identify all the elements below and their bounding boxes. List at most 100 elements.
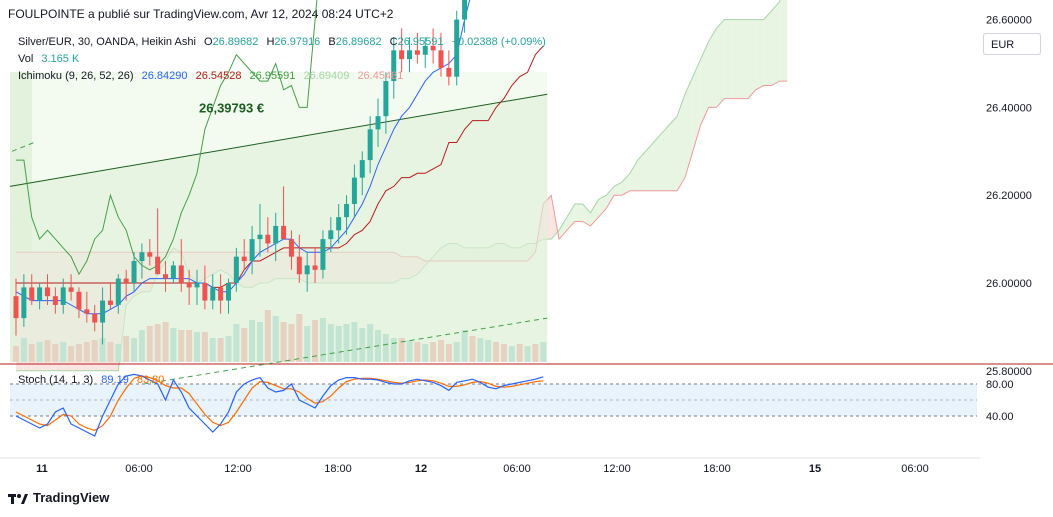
legend-ichimoku-tenkan: 26.84290 (141, 70, 188, 82)
stoch-k-line (15, 373, 544, 437)
candle-body (233, 256, 239, 283)
candle-body (52, 296, 58, 305)
annotation-label: 26,39793 € (199, 100, 264, 115)
currency-button[interactable]: EUR (983, 33, 1041, 55)
candle-body (407, 50, 412, 60)
legend-stoch-d: 83.80 (136, 374, 165, 386)
publish-text: FOULPOINTE a publié sur TradingView.com,… (8, 7, 394, 21)
price-tick-label: 26.20000 (986, 190, 1032, 202)
candle-body (359, 160, 365, 178)
trend-line-upper (9, 93, 548, 187)
candle-body (29, 287, 35, 301)
cloud-segment (716, 19, 725, 108)
cloud-segment (700, 41, 709, 125)
candle-body (273, 225, 279, 244)
candle-body (344, 203, 350, 218)
cloud-segment (661, 124, 670, 191)
cloud-segment (606, 186, 615, 209)
legend-ichimoku-span-a: 26.69409 (303, 70, 350, 82)
cloud-segment (645, 142, 654, 191)
cloud-segment (755, 19, 764, 90)
candle-body (147, 252, 153, 257)
time-tick-label: 12:00 (603, 463, 631, 475)
candles (13, 0, 468, 345)
candle-body (115, 278, 121, 305)
legend-ichimoku-label: Ichimoku (9, 26, 52, 26) (18, 70, 134, 82)
candle-body (194, 283, 200, 288)
cloud-segment (724, 19, 733, 99)
candle-body (462, 0, 468, 20)
candle-body (383, 81, 389, 117)
cloud-segment (669, 116, 678, 191)
legend-stoch-k: 89.19 (101, 374, 129, 386)
candle-body (76, 291, 82, 310)
candle-body (454, 19, 460, 77)
chikou-line (16, 0, 318, 276)
candle-body (186, 283, 192, 288)
candle-body (21, 287, 27, 319)
legend-ichimoku-span-b: 26.45481 (357, 70, 404, 82)
candle-body (178, 265, 184, 283)
candle-body (375, 116, 381, 130)
candle-body (131, 261, 137, 283)
candle-body (92, 313, 98, 323)
legend-ichimoku-row: Ichimoku (9, 26, 52, 26) 26.84290 26.545… (18, 70, 408, 82)
stochastic-pane (10, 373, 977, 437)
candle-body (296, 256, 302, 275)
cloud-segment (621, 173, 630, 196)
candle-body (288, 239, 294, 257)
time-tick-label: 15 (809, 463, 821, 475)
legend-b-value: 26.89682 (335, 36, 382, 48)
legend-c-value: 26.95591 (397, 36, 444, 48)
price-tick-label: 25.80000 (986, 366, 1032, 378)
candle-body (257, 234, 263, 240)
time-tick-label: 11 (36, 463, 48, 475)
candle-body (265, 234, 271, 244)
legend-o-label: O (203, 36, 213, 48)
trend-channel-fill (10, 94, 548, 362)
cloud-segment (677, 94, 685, 191)
stoch-tick-label: 40.00 (986, 411, 1014, 423)
footer-brand: TradingView (33, 490, 110, 505)
tradingview-footer[interactable]: TradingView (8, 490, 109, 510)
stoch-d-line (15, 375, 544, 432)
candle-body (312, 265, 318, 270)
candle-body (367, 129, 373, 161)
candle-body (218, 287, 224, 301)
cloud-segment (771, 2, 780, 86)
trend-line-lower-left (11, 142, 35, 152)
candle-body (399, 50, 405, 60)
candle-body (60, 287, 66, 305)
candle-body (170, 265, 176, 279)
tradingview-logo-icon (8, 493, 28, 504)
price-tick-label: 26.40000 (986, 102, 1032, 114)
cloud-segment (779, 0, 788, 82)
legend-vol-label: Vol (18, 53, 34, 65)
time-tick-label: 18:00 (324, 463, 352, 475)
candle-body (328, 230, 334, 240)
candle-body (107, 300, 113, 305)
candle-body (351, 177, 357, 204)
axes: 26.8000026.6000026.4000026.2000026.00000… (36, 15, 1032, 475)
candle-body (422, 45, 428, 55)
legend-ichimoku-chikou: 26.95591 (249, 70, 296, 82)
legend-h-label: H (266, 36, 275, 48)
time-tick-label: 18:00 (703, 463, 731, 475)
cloud-segment (582, 203, 591, 226)
cloud-segment (684, 76, 693, 178)
legend-change: +0.02388 (+0.09%) (451, 36, 546, 48)
cloud-segment (574, 203, 583, 222)
candle-body (241, 256, 247, 262)
candle-body (210, 287, 216, 301)
publish-header: FOULPOINTE a publié sur TradingView.com,… (0, 0, 1053, 28)
candle-body (13, 296, 19, 319)
cloud-segment (598, 195, 607, 218)
time-tick-label: 12:00 (224, 463, 252, 475)
cloud-segment (637, 151, 646, 191)
legend-o-value: 26.89682 (212, 36, 259, 48)
candle-body (430, 45, 436, 51)
candle-body (37, 287, 43, 301)
legend-volume-row: Vol 3.165 K (18, 53, 84, 65)
time-tick-label: 12 (415, 463, 427, 475)
